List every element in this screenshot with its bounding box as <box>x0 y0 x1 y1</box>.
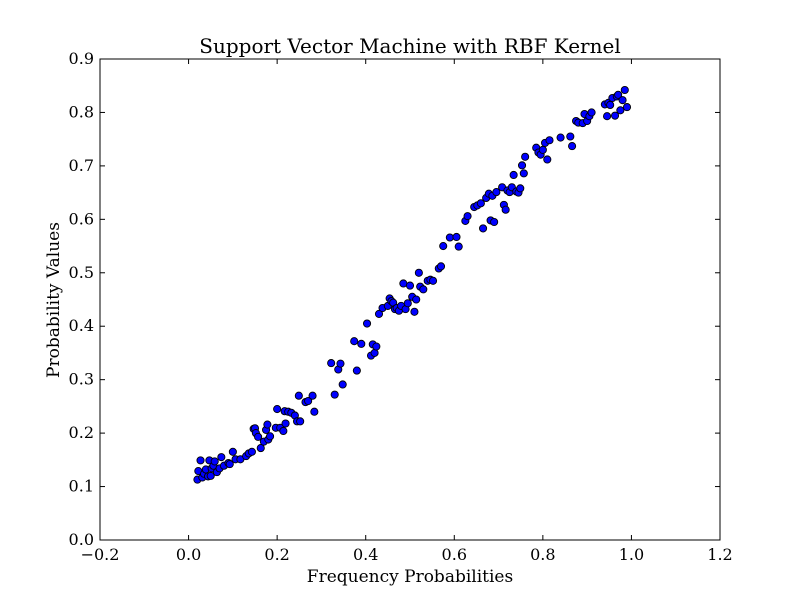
x-tick-label: 1.0 <box>619 545 644 564</box>
x-tick-label: 0.0 <box>176 545 201 564</box>
data-point <box>374 309 384 318</box>
data-points <box>193 85 632 484</box>
data-point <box>308 391 317 400</box>
data-point <box>490 217 499 227</box>
data-point <box>521 152 530 161</box>
data-point <box>566 132 575 141</box>
data-point <box>543 155 552 164</box>
y-tick-label: 0.1 <box>69 477 94 496</box>
x-tick-label: −0.2 <box>81 545 120 564</box>
data-point <box>281 419 290 428</box>
data-point <box>452 232 461 242</box>
data-point <box>476 199 485 208</box>
data-point <box>519 169 528 178</box>
x-axis-title: Frequency Probabilities <box>307 567 513 587</box>
data-point <box>428 276 438 285</box>
data-point <box>296 417 305 426</box>
data-point <box>225 460 234 469</box>
y-tick-label: 0.7 <box>69 156 94 175</box>
data-point <box>196 456 205 465</box>
chart-title: Support Vector Machine with RBF Kernel <box>199 34 620 58</box>
data-point <box>445 233 454 242</box>
data-point <box>338 380 347 389</box>
data-point <box>412 295 421 304</box>
data-point <box>304 396 313 406</box>
y-axis-title: Probability Values <box>44 222 64 378</box>
y-tick-label: 0.3 <box>69 370 94 389</box>
data-point <box>556 133 565 142</box>
plot-frame <box>99 58 721 541</box>
y-tick-label: 0.8 <box>69 102 94 121</box>
data-point <box>538 145 547 154</box>
data-point <box>336 359 345 368</box>
data-point <box>414 268 423 277</box>
data-point <box>436 262 446 271</box>
data-point <box>410 307 419 316</box>
data-point <box>568 142 577 151</box>
x-axis: −0.2 0.0 0.2 0.4 0.6 0.8 1.0 1.2 <box>81 59 733 564</box>
data-point <box>587 108 596 117</box>
data-point <box>501 205 510 214</box>
y-tick-label: 0.2 <box>69 423 94 442</box>
data-point <box>352 366 361 375</box>
data-point <box>454 242 463 251</box>
data-point <box>372 342 381 351</box>
y-axis: 0.0 0.1 0.2 0.3 0.4 0.5 0.6 0.7 0.8 0.9 <box>69 49 720 549</box>
data-point <box>509 170 518 180</box>
data-point <box>210 457 219 466</box>
data-point <box>463 212 472 221</box>
y-tick-label: 0.5 <box>69 263 94 282</box>
data-point <box>606 100 615 110</box>
data-point <box>357 339 366 348</box>
data-point <box>247 447 256 456</box>
data-point <box>399 279 408 288</box>
data-point <box>618 96 627 105</box>
data-point <box>620 85 629 95</box>
data-point <box>603 112 612 121</box>
data-point <box>419 285 428 294</box>
data-point <box>350 337 359 346</box>
x-tick-label: 0.6 <box>442 545 467 564</box>
y-tick-label: 0.6 <box>69 209 94 228</box>
data-point <box>517 161 527 170</box>
y-tick-label: 0.4 <box>69 316 94 335</box>
data-point <box>217 453 226 462</box>
x-tick-label: 0.4 <box>353 545 378 564</box>
data-point <box>310 407 319 416</box>
data-point <box>616 106 625 115</box>
data-point <box>273 405 282 414</box>
data-point <box>545 136 554 145</box>
data-point <box>256 444 265 453</box>
data-point <box>228 447 237 456</box>
data-point <box>254 432 263 441</box>
data-point <box>492 188 501 197</box>
data-point <box>279 426 288 436</box>
data-point <box>266 432 275 441</box>
x-tick-label: 0.8 <box>530 545 555 564</box>
data-point <box>330 390 339 399</box>
data-point <box>327 359 336 368</box>
data-point <box>403 299 412 308</box>
y-tick-label: 0.9 <box>69 49 94 68</box>
data-point <box>263 420 272 429</box>
x-tick-label: 1.2 <box>707 545 732 564</box>
data-point <box>362 319 372 328</box>
data-point <box>516 184 525 193</box>
data-point <box>479 224 488 233</box>
y-tick-label: 0.0 <box>69 530 94 549</box>
x-tick-label: 0.2 <box>264 545 289 564</box>
data-point <box>622 103 632 112</box>
data-point <box>610 111 620 120</box>
data-point <box>405 281 415 290</box>
data-point <box>439 242 448 251</box>
data-point <box>294 391 303 400</box>
data-point <box>614 90 623 99</box>
